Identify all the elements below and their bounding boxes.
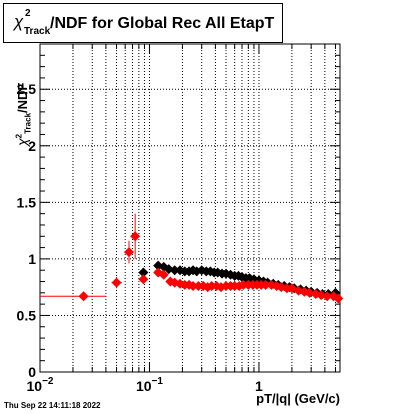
data-point-red	[158, 269, 169, 280]
data-point-red	[78, 291, 89, 302]
data-point-red	[123, 247, 134, 258]
data-point-red	[188, 281, 199, 292]
data-point-red	[322, 291, 333, 302]
data-point-red	[304, 287, 315, 298]
x-tick-label: 1	[255, 378, 263, 394]
y-tick-label: 2.5	[17, 81, 37, 97]
axes-layer: 0 0.5 1 1.5 2 2.5 10−2 10−1 1	[17, 43, 341, 394]
title-text: /NDF for Global Rec All EtapT	[50, 15, 275, 32]
y-label-subscript: Track	[23, 112, 33, 134]
y-tick-label: 2	[28, 138, 36, 154]
y-axis-label: χ2Track/NDF	[14, 76, 33, 146]
x-tick-label: 10−1	[136, 376, 163, 394]
data-point-black	[138, 267, 149, 278]
series-layer	[40, 213, 344, 304]
data-point-black	[169, 265, 180, 276]
data-point-red	[238, 279, 249, 290]
chart-title: χ 2 Track /NDF for Global Rec All EtapT	[3, 3, 283, 43]
title-subscript: Track	[24, 26, 51, 37]
y-label-superscript: 2	[14, 133, 24, 139]
x-axis-label: pT/|q| (GeV/c)	[256, 391, 340, 406]
y-tick-label: 1.5	[17, 194, 37, 210]
y-tick-label: 0.5	[17, 307, 37, 323]
data-point-red	[130, 231, 141, 242]
data-point-red	[281, 283, 292, 294]
y-tick-label: 0	[28, 364, 36, 380]
title-chi-symbol: χ	[14, 12, 24, 31]
data-point-red	[138, 274, 149, 285]
data-point-red	[333, 293, 344, 304]
data-point-red	[260, 279, 271, 290]
data-point-red	[111, 277, 122, 288]
timestamp: Thu Sep 22 14:11:18 2022	[4, 401, 101, 410]
y-label-chi-symbol: χ	[14, 138, 30, 146]
y-label-text: /NDF	[15, 82, 30, 113]
grid-layer	[39, 44, 340, 373]
plot-frame	[39, 43, 341, 373]
x-tick-label: 10−2	[27, 376, 54, 394]
y-tick-label: 1	[28, 251, 36, 267]
title-superscript: 2	[25, 8, 31, 19]
